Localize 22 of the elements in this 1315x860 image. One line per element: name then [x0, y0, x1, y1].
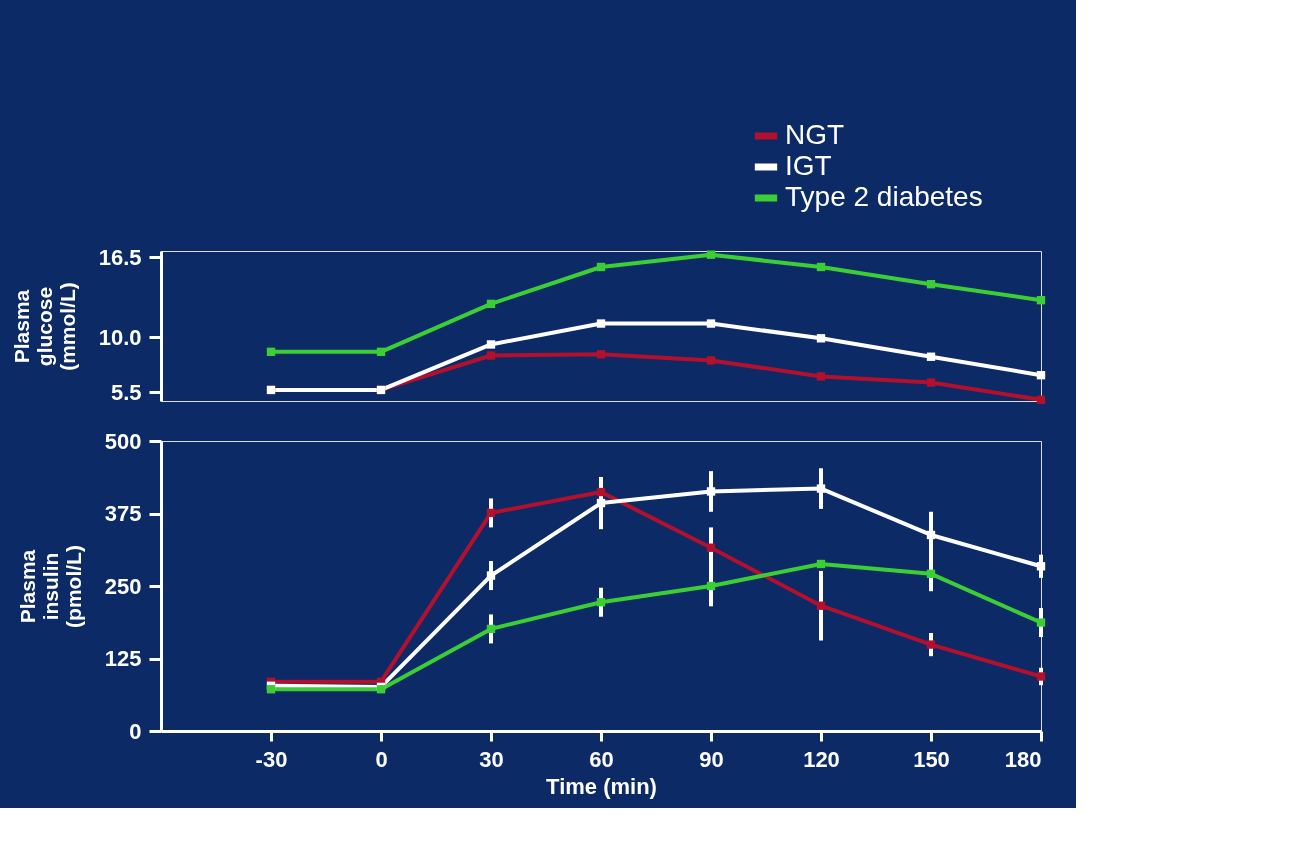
legend-label: IGT — [785, 150, 832, 181]
legend-label: NGT — [785, 119, 845, 150]
x-tick-label: 60 — [589, 746, 614, 772]
y-tick-label: 125 — [104, 646, 142, 671]
y-tick-label: 500 — [104, 428, 142, 454]
x-tick-label: 0 — [375, 746, 388, 772]
y-tick-label: 0 — [129, 718, 142, 744]
legend-label: Type 2 diabetes — [785, 181, 983, 212]
x-tick-label: 120 — [803, 746, 840, 772]
y-tick-label: 375 — [104, 501, 142, 526]
x-tick-label: -30 — [255, 746, 288, 772]
x-tick-label: 150 — [913, 746, 950, 772]
y-axis-title: Plasma insulin (pmol/L) — [15, 545, 85, 628]
y-axis-title: Plasma glucose (mmol/L) — [9, 282, 79, 371]
x-tick-label: 30 — [479, 746, 504, 772]
y-tick-label: 5.5 — [110, 379, 142, 405]
y-tick-label: 10.0 — [98, 324, 142, 350]
y-tick-label: 16.5 — [98, 244, 142, 270]
x-tick-label: 90 — [699, 746, 724, 772]
y-tick-label: 250 — [104, 573, 142, 599]
x-axis-title: Time (min) — [546, 773, 657, 799]
x-tick-label: 180 — [1004, 746, 1042, 772]
